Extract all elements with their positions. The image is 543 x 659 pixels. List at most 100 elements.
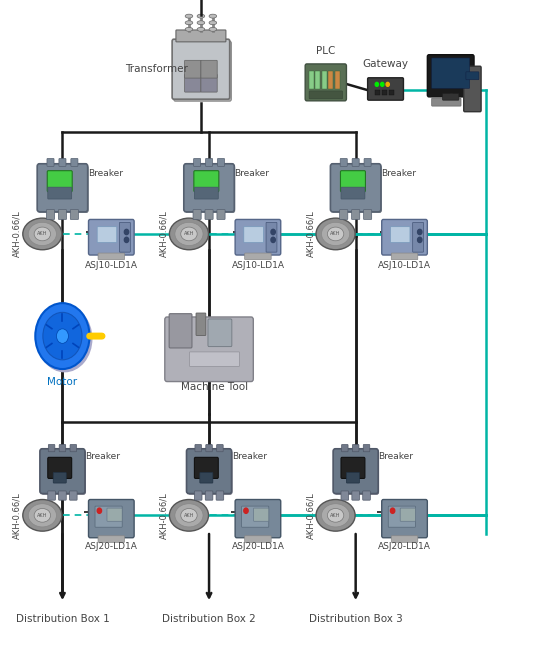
FancyBboxPatch shape (329, 71, 333, 89)
Text: Motor: Motor (47, 377, 78, 387)
Ellipse shape (169, 218, 209, 250)
FancyBboxPatch shape (364, 210, 372, 219)
Ellipse shape (321, 503, 350, 527)
Text: ASJ10-LD1A: ASJ10-LD1A (85, 261, 138, 270)
Text: AKH: AKH (184, 231, 194, 237)
FancyBboxPatch shape (375, 90, 380, 95)
FancyBboxPatch shape (98, 253, 124, 260)
FancyBboxPatch shape (184, 163, 235, 212)
FancyBboxPatch shape (340, 210, 348, 219)
Text: Breaker: Breaker (232, 452, 267, 461)
Circle shape (390, 508, 395, 513)
FancyBboxPatch shape (346, 473, 359, 483)
FancyBboxPatch shape (176, 30, 226, 42)
FancyBboxPatch shape (205, 159, 213, 167)
FancyBboxPatch shape (352, 210, 360, 219)
FancyBboxPatch shape (70, 491, 77, 500)
Circle shape (35, 303, 90, 369)
Ellipse shape (185, 20, 193, 24)
FancyBboxPatch shape (196, 313, 206, 335)
FancyBboxPatch shape (432, 98, 461, 106)
Circle shape (56, 329, 68, 343)
FancyBboxPatch shape (193, 159, 201, 167)
FancyBboxPatch shape (185, 74, 201, 92)
FancyBboxPatch shape (334, 451, 379, 494)
FancyBboxPatch shape (392, 536, 418, 542)
FancyBboxPatch shape (254, 508, 269, 521)
FancyBboxPatch shape (400, 508, 415, 521)
FancyBboxPatch shape (389, 90, 394, 95)
FancyBboxPatch shape (187, 449, 231, 494)
Text: Breaker: Breaker (378, 452, 413, 461)
FancyBboxPatch shape (190, 352, 239, 366)
Text: AKH: AKH (330, 513, 341, 518)
Text: Distribution Box 3: Distribution Box 3 (309, 614, 402, 625)
FancyBboxPatch shape (71, 210, 79, 219)
FancyBboxPatch shape (309, 91, 343, 99)
Ellipse shape (169, 500, 209, 531)
FancyBboxPatch shape (174, 41, 231, 101)
FancyBboxPatch shape (217, 210, 225, 219)
FancyBboxPatch shape (205, 491, 213, 500)
FancyBboxPatch shape (53, 473, 66, 483)
FancyBboxPatch shape (208, 319, 232, 347)
Text: AKH-0.66/L: AKH-0.66/L (13, 492, 22, 538)
FancyBboxPatch shape (321, 71, 327, 89)
FancyBboxPatch shape (98, 536, 124, 542)
FancyBboxPatch shape (245, 536, 271, 542)
FancyBboxPatch shape (48, 445, 55, 452)
Ellipse shape (23, 500, 62, 531)
FancyBboxPatch shape (342, 445, 348, 452)
FancyBboxPatch shape (413, 222, 424, 252)
Circle shape (124, 237, 129, 243)
FancyBboxPatch shape (218, 159, 225, 167)
FancyBboxPatch shape (119, 222, 130, 252)
FancyBboxPatch shape (368, 78, 403, 100)
Circle shape (271, 229, 275, 235)
Circle shape (418, 229, 422, 235)
Text: ASJ20-LD1A: ASJ20-LD1A (378, 542, 431, 552)
Ellipse shape (185, 14, 193, 18)
FancyBboxPatch shape (186, 166, 235, 212)
Circle shape (37, 306, 92, 372)
Ellipse shape (327, 509, 344, 522)
FancyBboxPatch shape (382, 500, 427, 538)
Text: Breaker: Breaker (88, 169, 123, 178)
FancyBboxPatch shape (205, 210, 213, 219)
Text: Breaker: Breaker (85, 452, 120, 461)
FancyBboxPatch shape (334, 71, 340, 89)
FancyBboxPatch shape (59, 210, 66, 219)
FancyBboxPatch shape (39, 166, 89, 212)
Text: Breaker: Breaker (235, 169, 269, 178)
FancyBboxPatch shape (185, 60, 201, 78)
FancyBboxPatch shape (188, 451, 232, 494)
Circle shape (43, 312, 82, 360)
FancyBboxPatch shape (200, 473, 213, 483)
FancyBboxPatch shape (169, 314, 192, 348)
Text: AKH-0.66/L: AKH-0.66/L (160, 211, 168, 257)
Text: AKH: AKH (37, 231, 48, 237)
FancyBboxPatch shape (107, 508, 122, 521)
Text: AKH: AKH (37, 513, 48, 518)
Ellipse shape (321, 222, 350, 246)
FancyBboxPatch shape (89, 219, 134, 255)
Ellipse shape (327, 227, 344, 241)
FancyBboxPatch shape (70, 445, 77, 452)
FancyBboxPatch shape (427, 55, 474, 97)
FancyBboxPatch shape (432, 58, 470, 88)
Circle shape (381, 82, 384, 86)
Text: AKH-0.66/L: AKH-0.66/L (306, 211, 315, 257)
Circle shape (97, 508, 102, 513)
Text: AKH-0.66/L: AKH-0.66/L (306, 492, 315, 538)
FancyBboxPatch shape (201, 60, 217, 78)
FancyBboxPatch shape (47, 171, 72, 192)
FancyBboxPatch shape (382, 90, 387, 95)
FancyBboxPatch shape (193, 210, 201, 219)
FancyBboxPatch shape (194, 187, 218, 199)
FancyBboxPatch shape (95, 506, 122, 527)
Ellipse shape (316, 500, 355, 531)
FancyBboxPatch shape (363, 491, 370, 500)
Ellipse shape (175, 222, 203, 246)
Text: AKH-0.66/L: AKH-0.66/L (13, 211, 22, 257)
Ellipse shape (197, 20, 205, 24)
